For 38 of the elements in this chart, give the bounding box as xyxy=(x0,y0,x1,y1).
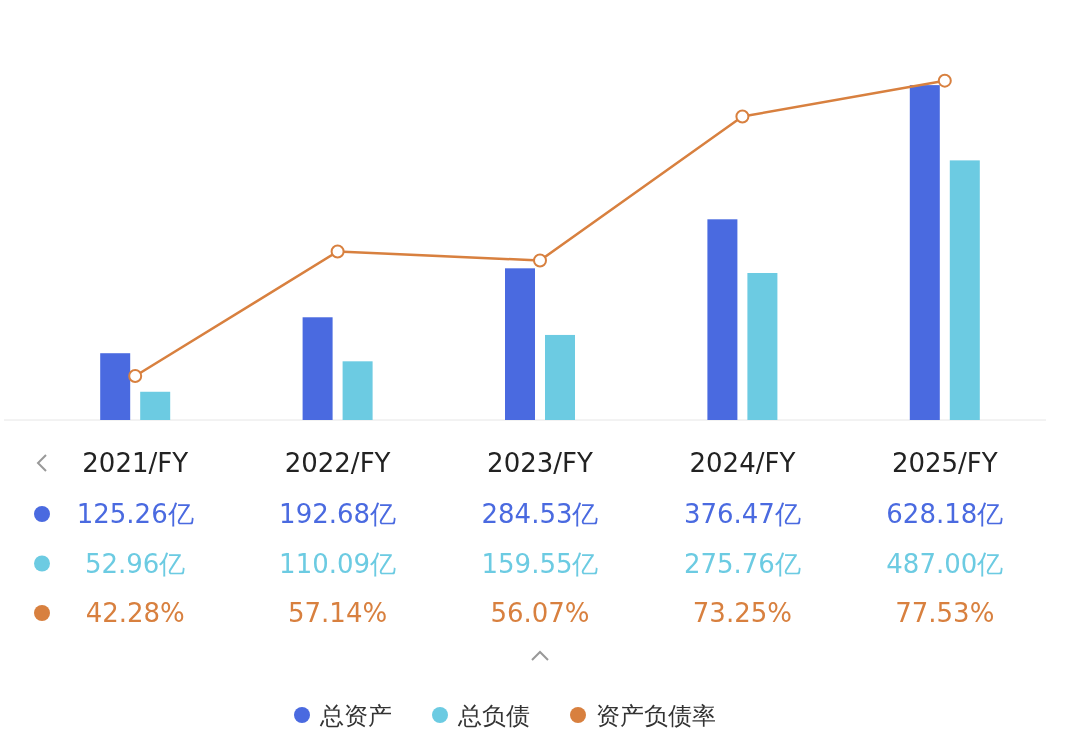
bar xyxy=(302,317,333,420)
data-label: 376.47亿 xyxy=(683,499,801,529)
point xyxy=(128,369,143,383)
legend-label: 资产负债率 xyxy=(596,702,716,730)
bar xyxy=(100,353,131,420)
data-label: 52.96亿 xyxy=(84,548,186,579)
data-label: 284.53亿 xyxy=(481,499,599,529)
data-label: 487.00亿 xyxy=(886,548,1004,579)
data-label: 73.25% xyxy=(692,598,792,628)
bar xyxy=(505,268,535,420)
data-label: 57.14% xyxy=(288,598,388,628)
data-label: 159.55亿 xyxy=(481,548,599,579)
point xyxy=(330,244,345,259)
data-label: 110.09亿 xyxy=(279,548,397,579)
data-label: 77.53% xyxy=(895,598,995,628)
x-tick-label: 2022/FY xyxy=(284,448,391,478)
bar xyxy=(909,85,940,420)
data-label: 192.68亿 xyxy=(279,499,397,529)
bar xyxy=(342,361,373,420)
legend-label: 总负债 xyxy=(457,702,530,730)
data-label: 628.18亿 xyxy=(886,499,1004,529)
bar xyxy=(949,160,980,420)
x-tick-label: 2021/FY xyxy=(82,448,189,478)
x-tick-label: 2025/FY xyxy=(891,448,998,478)
point xyxy=(937,73,952,88)
bar xyxy=(707,219,738,420)
legend-label: 总资产 xyxy=(319,702,392,730)
bar xyxy=(747,272,778,420)
data-label: 125.26亿 xyxy=(76,499,194,529)
data-label: 275.76亿 xyxy=(683,548,801,579)
data-label: 56.07% xyxy=(490,598,590,628)
point xyxy=(533,253,547,268)
x-tick-label: 2024/FY xyxy=(689,448,796,478)
bar xyxy=(545,334,575,420)
x-tick-label: 2023/FY xyxy=(487,448,593,478)
bar xyxy=(140,391,171,420)
point xyxy=(735,109,750,124)
data-label: 42.28% xyxy=(85,598,185,628)
